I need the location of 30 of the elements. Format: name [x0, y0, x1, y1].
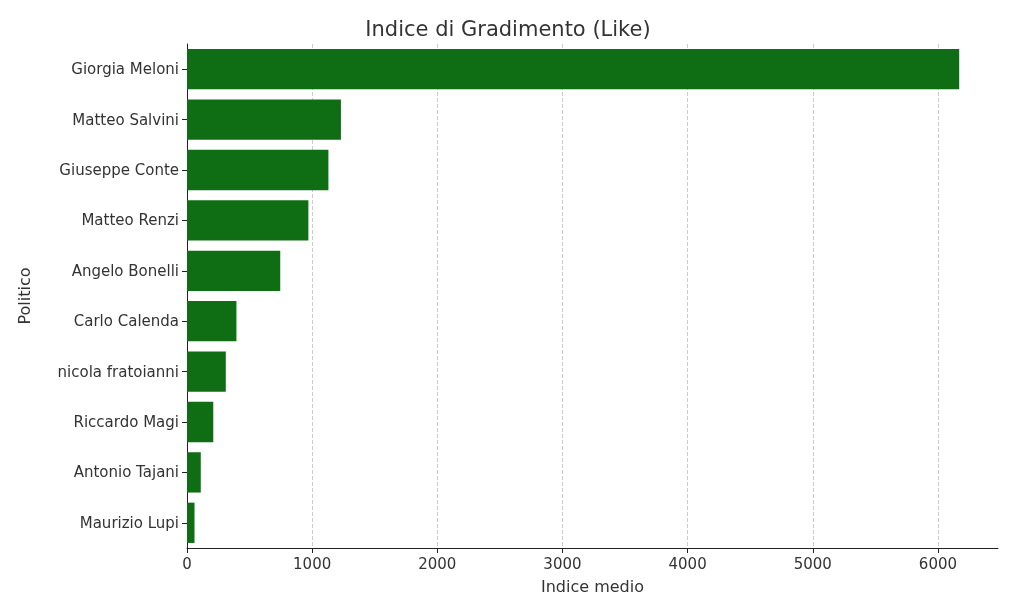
bar [187, 452, 201, 493]
y-tick-label: nicola fratoianni [57, 362, 179, 381]
x-tick-label: 2000 [418, 554, 457, 573]
bar [187, 49, 960, 90]
bar [187, 250, 281, 291]
y-tick-label: Matteo Salvini [72, 110, 179, 129]
bar [187, 502, 195, 543]
y-tick-label: Antonio Tajani [73, 463, 179, 482]
x-tick-label: 3000 [543, 554, 582, 573]
chart-title: Indice di Gradimento (Like) [365, 16, 651, 41]
y-tick-label: Giorgia Meloni [71, 60, 179, 79]
x-tick-label: 4000 [668, 554, 707, 573]
y-axis-title: Politico [14, 267, 34, 325]
y-tick-label: Maurizio Lupi [79, 513, 179, 532]
x-tick-label: 6000 [918, 554, 958, 573]
x-tick-label: 1000 [293, 554, 332, 573]
x-axis-title: Indice medio [540, 576, 645, 596]
y-tick-label: Matteo Renzi [81, 211, 179, 230]
bar [187, 351, 226, 392]
y-tick-label: Carlo Calenda [73, 312, 179, 331]
y-tick-label: Riccardo Magi [73, 413, 179, 431]
bar [187, 301, 237, 342]
bar [187, 99, 341, 140]
x-tick-label: 0 [182, 554, 192, 573]
bar [187, 200, 309, 241]
y-tick-label: Angelo Bonelli [71, 261, 179, 280]
y-tick-label: Giuseppe Conte [59, 161, 179, 179]
bar [187, 149, 329, 191]
x-tick-label: 5000 [793, 554, 832, 573]
bar [187, 401, 214, 443]
